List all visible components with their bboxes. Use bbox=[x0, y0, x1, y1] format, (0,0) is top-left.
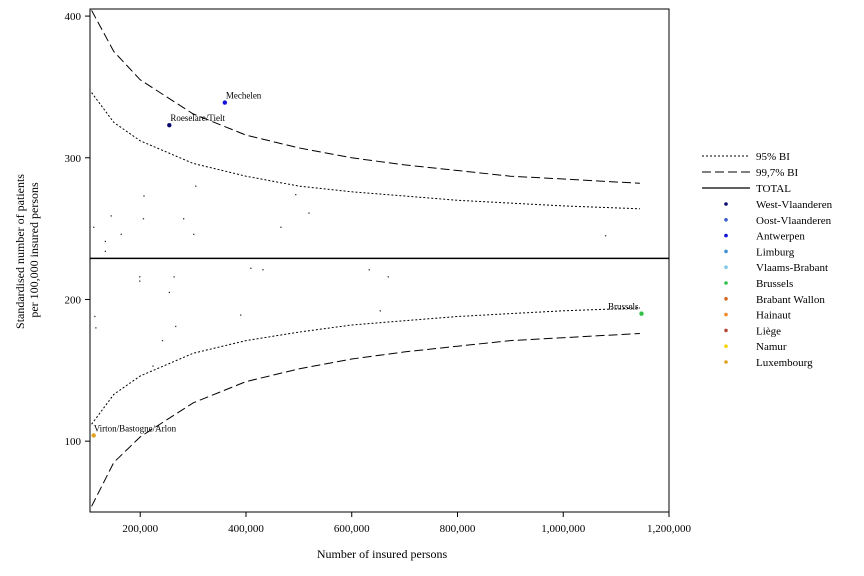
data-point bbox=[604, 235, 607, 237]
data-point bbox=[139, 276, 141, 278]
legend-provinces: West-Vlaanderen Oost-Vlaanderen Antwerpen L… bbox=[724, 199, 833, 369]
data-point bbox=[379, 310, 381, 312]
data-point bbox=[161, 339, 164, 342]
data-point bbox=[110, 215, 112, 217]
data-point bbox=[91, 433, 96, 438]
x-tick-label: 600,000 bbox=[334, 523, 370, 535]
legend-label: Oost-Vlaanderen bbox=[756, 215, 832, 227]
data-point bbox=[368, 269, 370, 271]
data-point bbox=[120, 233, 122, 235]
data-point bbox=[262, 269, 264, 271]
y-tick-label: 300 bbox=[65, 153, 82, 165]
y-axis: 100 200 300 400 bbox=[65, 11, 90, 448]
point-label: Roeselare/Tielt bbox=[170, 113, 225, 123]
data-point bbox=[295, 194, 297, 196]
legend-label: West-Vlaanderen bbox=[756, 199, 833, 211]
ci95-lower-curve bbox=[91, 307, 640, 425]
ci997-lower-curve bbox=[91, 333, 640, 507]
data-point bbox=[152, 365, 154, 367]
data-point bbox=[142, 218, 145, 220]
ci997-upper-curve bbox=[91, 10, 640, 184]
data-point bbox=[139, 280, 141, 282]
data-point bbox=[143, 195, 145, 197]
data-point bbox=[222, 100, 228, 105]
legend-swatch bbox=[724, 328, 728, 333]
data-point bbox=[168, 291, 171, 294]
legend-label: Brabant Wallon bbox=[756, 294, 825, 306]
confidence-curves bbox=[91, 10, 640, 507]
point-label: Mechelen bbox=[226, 91, 262, 101]
legend-swatch bbox=[724, 312, 728, 317]
data-point bbox=[167, 122, 172, 128]
legend-label: Liège bbox=[756, 325, 781, 337]
y-tick-label: 100 bbox=[65, 436, 82, 448]
data-point bbox=[195, 185, 197, 187]
data-point bbox=[175, 325, 177, 328]
data-point bbox=[639, 311, 644, 316]
legend-swatch bbox=[724, 265, 728, 270]
legend-swatch bbox=[724, 202, 728, 206]
x-tick-label: 400,000 bbox=[228, 523, 264, 535]
y-tick-label: 400 bbox=[65, 11, 82, 23]
legend-total-label: TOTAL bbox=[756, 183, 791, 195]
legend-swatch bbox=[724, 360, 728, 364]
legend-label: Namur bbox=[756, 341, 787, 353]
data-point bbox=[387, 276, 389, 278]
legend-swatch bbox=[724, 233, 728, 238]
legend-swatch bbox=[724, 281, 728, 285]
x-axis: 200,000 400,000 600,000 800,000 1,000,000 1,2… bbox=[122, 512, 692, 535]
legend: 95% BI 99,7% BI TOTAL West-Vlaanderen Oos… bbox=[702, 151, 833, 369]
x-tick-label: 1,000,000 bbox=[541, 523, 586, 535]
data-point bbox=[280, 226, 282, 228]
legend-swatch bbox=[724, 218, 728, 222]
point-label: Brussels bbox=[608, 302, 639, 312]
data-point bbox=[94, 315, 96, 318]
legend-label: Brussels bbox=[756, 278, 793, 290]
legend-label: Vlaams-Brabant bbox=[756, 262, 828, 274]
data-point bbox=[104, 250, 107, 252]
x-tick-label: 1,200,000 bbox=[647, 523, 692, 535]
data-point bbox=[93, 226, 95, 228]
data-point bbox=[240, 314, 242, 316]
y-tick-label: 200 bbox=[65, 294, 82, 306]
plot-frame bbox=[89, 8, 670, 513]
legend-label: Limburg bbox=[756, 246, 795, 258]
y-axis-title: Standardised number of patients per 100,… bbox=[13, 171, 41, 329]
data-point bbox=[173, 276, 175, 278]
legend-label: Antwerpen bbox=[756, 231, 805, 243]
legend-ci997-label: 99,7% BI bbox=[756, 167, 799, 179]
legend-swatch bbox=[724, 344, 728, 349]
data-point bbox=[193, 233, 195, 235]
point-label: Virton/Bastogne/Arlon bbox=[94, 423, 177, 433]
x-tick-label: 200,000 bbox=[122, 523, 158, 535]
legend-label: Luxembourg bbox=[756, 357, 813, 369]
x-tick-label: 800,000 bbox=[440, 523, 476, 535]
data-point bbox=[250, 267, 252, 269]
x-axis-title: Number of insured persons bbox=[317, 547, 448, 561]
data-point bbox=[95, 327, 97, 329]
legend-swatch bbox=[724, 249, 728, 254]
y-axis-title-line-1: Standardised number of patients bbox=[13, 174, 27, 329]
data-points: Mechelen Roeselare/Tielt Brussels Virton/Ba… bbox=[91, 91, 644, 438]
data-point bbox=[182, 218, 185, 220]
legend-label: Hainaut bbox=[756, 310, 791, 322]
ci95-upper-curve bbox=[91, 92, 640, 210]
y-axis-title-line-2: per 100,000 insured persons bbox=[27, 182, 41, 318]
data-point bbox=[104, 240, 107, 243]
legend-ci95-label: 95% BI bbox=[756, 151, 790, 163]
legend-swatch bbox=[724, 297, 728, 301]
data-point bbox=[308, 212, 310, 214]
